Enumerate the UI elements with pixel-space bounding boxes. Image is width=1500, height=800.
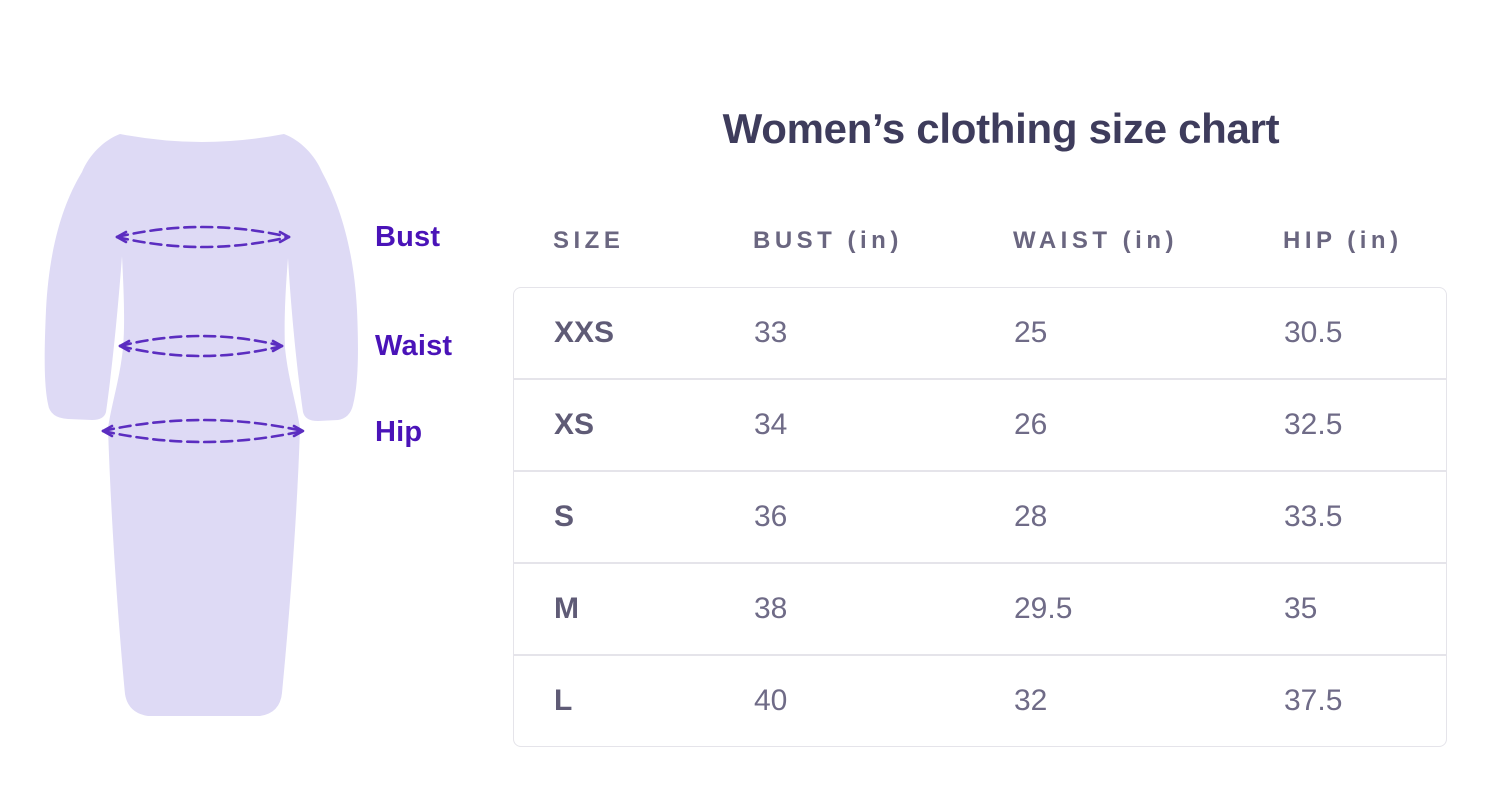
hip-value-cell: 37.5 (1284, 684, 1343, 717)
bust-label: Bust (375, 221, 441, 253)
waist-value-cell: 25 (1014, 316, 1048, 349)
waist-value-cell: 26 (1014, 408, 1048, 441)
size-cell: S (554, 500, 575, 533)
column-header-size: SIZE (553, 227, 625, 254)
bust-value-cell: 36 (754, 500, 788, 533)
dress-silhouette-shape (44, 134, 358, 716)
table-row: L 40 32 37.5 (513, 655, 1447, 747)
dress-illustration (44, 134, 358, 716)
bust-value-cell: 34 (754, 408, 788, 441)
waist-measure-line (118, 334, 284, 358)
waist-value-cell: 29.5 (1014, 592, 1073, 625)
hip-value-cell: 30.5 (1284, 316, 1343, 349)
size-cell: L (554, 684, 573, 717)
page-title: Women’s clothing size chart (722, 105, 1280, 152)
waist-value-cell: 32 (1014, 684, 1048, 717)
bust-value-cell: 40 (754, 684, 788, 717)
size-cell: XXS (554, 316, 615, 349)
waist-value-cell: 28 (1014, 500, 1048, 533)
bust-value-cell: 33 (754, 316, 788, 349)
hip-label: Hip (375, 416, 423, 448)
table-header-row: SIZE BUST (in) WAIST (in) HIP (in) (513, 226, 1447, 256)
column-header-waist: WAIST (in) (1013, 227, 1178, 254)
column-header-hip: HIP (in) (1283, 227, 1403, 254)
size-cell: M (554, 592, 579, 625)
column-header-bust: BUST (in) (753, 227, 903, 254)
hip-value-cell: 35 (1284, 592, 1318, 625)
hip-value-cell: 33.5 (1284, 500, 1343, 533)
size-table: XXS 33 25 30.5 XS 34 26 32.5 S 36 28 33.… (513, 287, 1447, 747)
bust-value-cell: 38 (754, 592, 788, 625)
waist-label: Waist (375, 330, 453, 362)
table-row: XXS 33 25 30.5 (513, 287, 1447, 379)
table-row: XS 34 26 32.5 (513, 379, 1447, 471)
table-row: M 38 29.5 35 (513, 563, 1447, 655)
hip-measure-line (101, 418, 305, 444)
bust-measure-line (115, 225, 291, 249)
table-row: S 36 28 33.5 (513, 471, 1447, 563)
hip-value-cell: 32.5 (1284, 408, 1343, 441)
size-cell: XS (554, 408, 595, 441)
